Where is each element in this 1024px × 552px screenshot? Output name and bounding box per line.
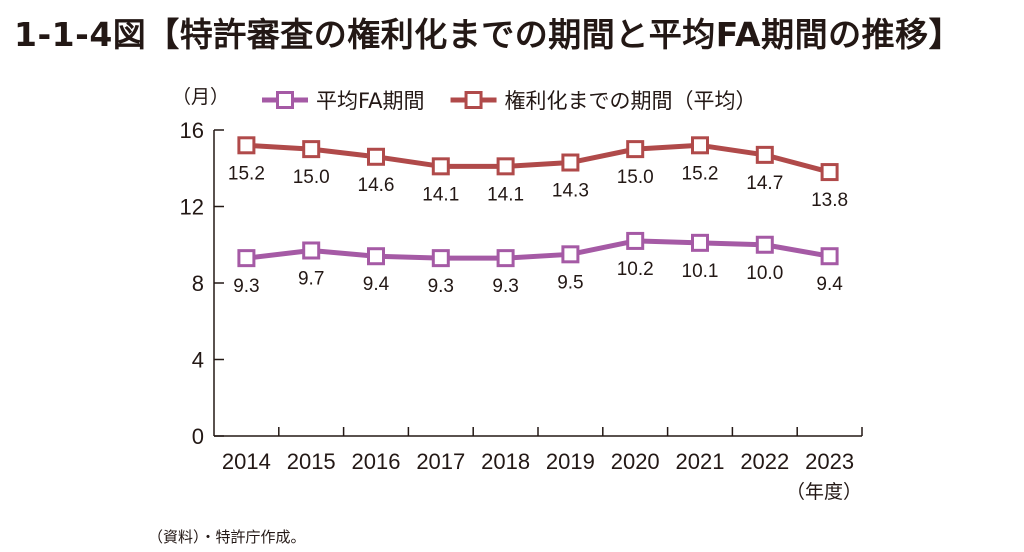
source-note: （資料）・特許庁作成。 <box>148 528 306 546</box>
legend-label: 権利化までの期間（平均） <box>505 89 757 113</box>
data-value-label: 13.8 <box>811 190 848 211</box>
data-point-marker <box>302 241 321 260</box>
data-value-label: 14.3 <box>552 181 589 202</box>
data-point-marker <box>237 249 256 268</box>
x-tick-label: 2019 <box>546 449 595 474</box>
x-unit-label: （年度） <box>786 481 862 503</box>
y-tick-label: 0 <box>192 424 204 449</box>
data-value-label: 14.7 <box>746 173 783 194</box>
data-point-marker <box>367 147 385 166</box>
data-value-label: 14.1 <box>422 184 459 205</box>
data-point-marker <box>496 157 515 176</box>
y-tick-label: 12 <box>180 195 204 220</box>
data-point-marker <box>755 235 774 254</box>
legend-label: 平均FA期間 <box>316 89 425 113</box>
chart-axes: 0 4 8 12 16 2014 2015 2016 2017 2018 2019 2020 2021 2… <box>172 86 863 503</box>
data-value-label: 9.5 <box>557 272 583 293</box>
data-point-marker <box>561 153 580 172</box>
data-value-label: 10.0 <box>746 263 783 284</box>
data-value-label: 10.2 <box>617 259 654 280</box>
y-unit-label: （月） <box>172 86 229 108</box>
data-value-label: 15.0 <box>617 167 654 188</box>
legend-marker <box>464 91 483 109</box>
data-point-marker <box>237 136 256 155</box>
data-point-marker <box>496 249 515 268</box>
legend-marker <box>276 91 294 109</box>
data-point-marker <box>431 249 450 268</box>
data-point-marker <box>820 163 839 182</box>
series-line <box>246 238 831 261</box>
data-point-marker <box>626 140 645 159</box>
data-point-marker <box>302 140 321 159</box>
x-tick-label: 2016 <box>352 449 401 474</box>
data-point-marker <box>626 231 645 250</box>
x-tick-label: 2022 <box>740 449 789 474</box>
data-value-label: 10.1 <box>682 261 719 282</box>
x-tick-label: 2015 <box>287 449 336 474</box>
x-tick-label: 2017 <box>416 449 465 474</box>
y-tick-label: 8 <box>192 271 204 296</box>
y-tick-label: 16 <box>180 118 204 143</box>
line-chart: 0 4 8 12 16 2014 2015 2016 2017 2018 2019 2020 2021 2… <box>172 86 863 503</box>
data-value-label: 9.3 <box>233 276 259 297</box>
data-point-marker <box>367 247 385 266</box>
data-value-label: 9.3 <box>428 276 454 297</box>
data-value-label: 14.6 <box>358 175 395 196</box>
data-value-label: 9.3 <box>492 276 518 297</box>
figure-title: 1-1-4図【特許審査の権利化までの期間と平均FA期間の推移】 <box>14 15 963 54</box>
data-value-label: 9.4 <box>816 274 843 295</box>
series-line <box>246 142 831 175</box>
data-point-marker <box>561 245 580 264</box>
data-value-label: 14.1 <box>487 184 524 205</box>
data-value-label: 9.4 <box>363 274 390 295</box>
x-tick-label: 2023 <box>805 449 854 474</box>
data-value-label: 15.2 <box>228 163 265 184</box>
y-tick-label: 4 <box>192 348 204 373</box>
data-value-label: 15.0 <box>293 167 330 188</box>
chart-series: 9.3 9.7 9.4 9.3 9.3 9.5 10.2 10.1 10.0 9.4 15.2 15.… <box>228 136 848 297</box>
data-value-label: 9.7 <box>298 268 324 289</box>
data-point-marker <box>691 136 709 155</box>
data-point-marker <box>820 247 839 266</box>
data-point-marker <box>691 233 709 252</box>
data-point-marker <box>755 145 774 164</box>
chart-legend: 平均FA期間 権利化までの期間（平均） <box>262 89 757 113</box>
data-point-marker <box>431 157 450 176</box>
data-value-label: 15.2 <box>682 163 719 184</box>
x-tick-label: 2018 <box>481 449 530 474</box>
x-tick-label: 2014 <box>222 449 271 474</box>
x-tick-label: 2021 <box>676 449 725 474</box>
x-tick-label: 2020 <box>611 449 660 474</box>
